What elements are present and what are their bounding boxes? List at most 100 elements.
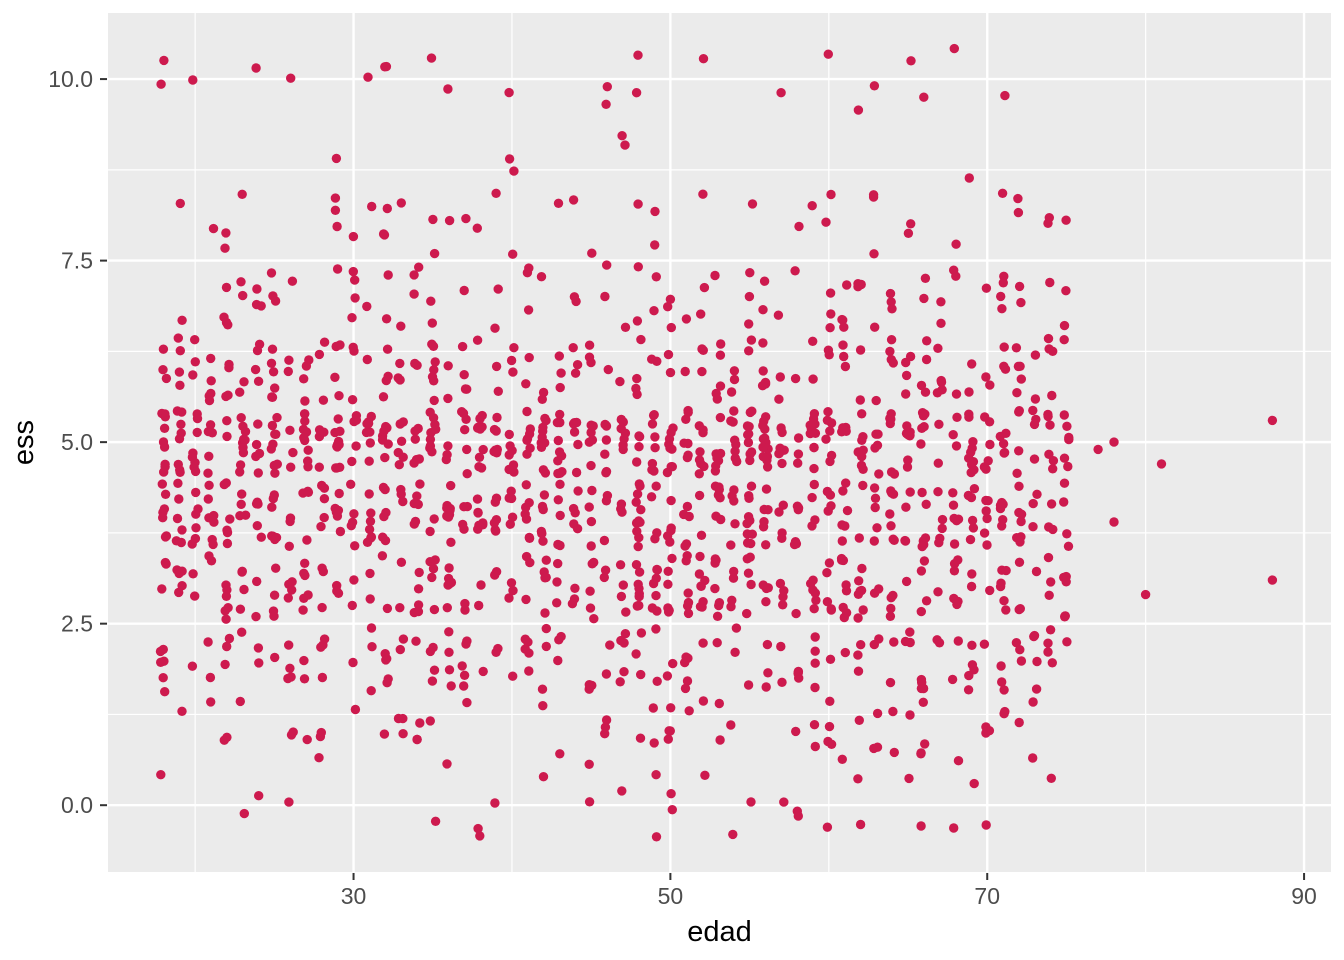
data-point — [284, 541, 294, 551]
data-point — [1014, 557, 1025, 567]
data-point — [710, 583, 720, 594]
data-point — [520, 634, 530, 644]
data-point — [587, 485, 597, 496]
data-point — [396, 484, 406, 495]
data-point — [916, 439, 926, 449]
data-point — [236, 413, 246, 423]
data-point — [616, 591, 627, 602]
data-point — [999, 709, 1009, 719]
data-point — [936, 297, 946, 307]
data-point — [1062, 529, 1072, 539]
data-point — [967, 359, 977, 369]
data-point — [1060, 611, 1070, 621]
data-point — [746, 481, 757, 491]
data-point — [589, 557, 599, 568]
data-point — [443, 84, 453, 94]
data-point — [461, 213, 471, 224]
data-point — [810, 741, 820, 752]
data-point — [283, 366, 293, 377]
data-point — [365, 568, 375, 579]
data-point — [916, 821, 926, 831]
data-point — [966, 581, 977, 592]
data-point — [731, 623, 742, 633]
data-point — [222, 641, 232, 652]
data-point — [853, 666, 864, 676]
data-point — [953, 756, 964, 766]
data-point — [995, 581, 1006, 592]
data-point — [963, 685, 974, 695]
data-point — [869, 81, 880, 91]
data-point — [335, 340, 345, 350]
data-point — [967, 515, 978, 526]
data-point — [268, 291, 278, 301]
data-point — [886, 297, 896, 307]
data-point — [446, 681, 456, 691]
data-point — [758, 442, 768, 453]
data-point — [160, 489, 171, 499]
data-point — [237, 627, 247, 637]
data-point — [429, 395, 439, 406]
data-point — [395, 358, 405, 369]
data-point — [490, 570, 500, 580]
data-point — [916, 566, 927, 576]
data-point — [573, 439, 583, 450]
data-point — [520, 644, 530, 654]
data-point — [556, 368, 566, 378]
data-point — [997, 188, 1008, 198]
data-point — [365, 516, 376, 526]
data-point — [267, 420, 278, 431]
data-point — [809, 604, 819, 614]
data-point — [683, 438, 693, 449]
data-point — [540, 573, 550, 583]
data-point — [967, 443, 977, 453]
data-point — [540, 608, 550, 618]
data-point — [1028, 697, 1038, 707]
data-point — [206, 353, 216, 364]
data-point — [635, 517, 645, 527]
data-point — [636, 334, 646, 345]
data-point — [807, 521, 817, 531]
data-point — [251, 611, 261, 622]
data-point — [1044, 449, 1054, 459]
data-point — [285, 516, 295, 527]
data-point — [472, 335, 483, 345]
data-point — [916, 380, 927, 391]
data-point — [760, 377, 771, 388]
data-point — [314, 349, 325, 360]
data-point — [584, 340, 595, 350]
data-point — [382, 344, 393, 354]
data-point — [239, 808, 249, 819]
data-point — [491, 647, 501, 657]
data-point — [729, 366, 740, 376]
data-point — [921, 596, 932, 606]
data-point — [314, 753, 324, 763]
data-point — [506, 486, 516, 496]
data-point — [728, 829, 738, 840]
data-point — [761, 682, 771, 692]
data-point — [1156, 459, 1167, 469]
data-point — [634, 431, 644, 441]
data-point — [1047, 390, 1057, 401]
data-point — [918, 697, 928, 707]
data-point — [967, 660, 978, 670]
data-point — [1059, 453, 1070, 463]
data-point — [490, 497, 500, 507]
data-point — [663, 302, 673, 312]
data-point — [840, 647, 850, 658]
data-point — [793, 668, 803, 679]
data-point — [636, 669, 646, 680]
data-point — [775, 578, 786, 589]
data-point — [381, 61, 392, 72]
data-point — [777, 677, 787, 687]
data-point — [905, 710, 915, 720]
data-point — [985, 380, 995, 390]
data-point — [887, 304, 897, 314]
data-point — [457, 341, 468, 352]
data-point — [1063, 541, 1074, 551]
data-point — [995, 431, 1005, 442]
data-point — [969, 778, 979, 789]
data-point — [775, 372, 785, 382]
data-point — [364, 489, 374, 499]
data-point — [982, 540, 992, 550]
data-point — [506, 578, 517, 588]
